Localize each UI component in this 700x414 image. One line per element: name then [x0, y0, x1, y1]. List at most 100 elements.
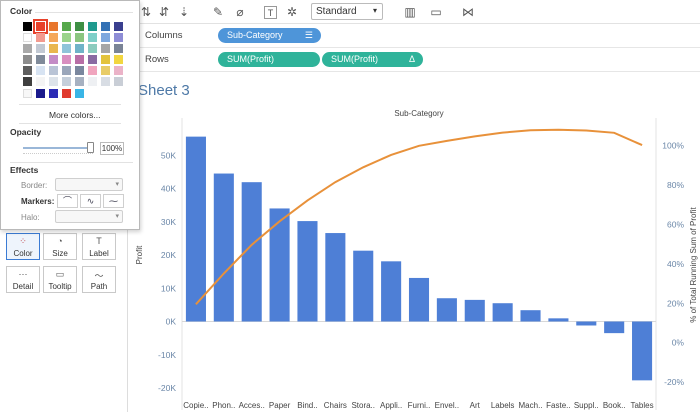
marks-card-label[interactable]: T Label: [82, 233, 116, 260]
sort-ascending-icon[interactable]: ⇅: [140, 5, 152, 19]
color-swatch[interactable]: [88, 66, 97, 75]
color-swatch[interactable]: [36, 55, 45, 64]
color-swatch[interactable]: [101, 22, 110, 31]
color-swatch[interactable]: [62, 44, 71, 53]
color-swatch[interactable]: [101, 77, 110, 86]
show-me-icon[interactable]: ▥: [404, 5, 416, 19]
bar-phon[interactable]: [213, 173, 234, 322]
sum-profit-table-calc-pill[interactable]: SUM(Profit) Δ: [322, 52, 423, 67]
color-swatch[interactable]: [49, 55, 58, 64]
recent-color-swatch[interactable]: [62, 89, 71, 98]
bar-acces[interactable]: [241, 182, 262, 322]
opacity-value-input[interactable]: 100%: [100, 142, 124, 155]
color-swatch[interactable]: [114, 44, 123, 53]
sort-descending-2-icon[interactable]: ⇣: [178, 5, 190, 19]
color-swatch[interactable]: [23, 33, 32, 42]
markers-some-button[interactable]: ∿: [80, 194, 101, 208]
bar-paper[interactable]: [269, 208, 290, 322]
color-swatch[interactable]: [62, 33, 71, 42]
pin-icon[interactable]: ✲: [286, 5, 298, 19]
color-swatch[interactable]: [101, 33, 110, 42]
color-swatch[interactable]: [114, 77, 123, 86]
share-icon[interactable]: ⋈: [462, 5, 474, 19]
recent-color-swatch[interactable]: [75, 89, 84, 98]
color-swatch[interactable]: [75, 33, 84, 42]
color-swatch[interactable]: [49, 44, 58, 53]
bar-tables[interactable]: [632, 321, 653, 381]
paperclip-icon[interactable]: ⌀: [236, 5, 244, 19]
bar-furni[interactable]: [408, 277, 430, 322]
color-swatch[interactable]: [75, 66, 84, 75]
more-colors-link[interactable]: More colors...: [49, 110, 101, 120]
color-swatch[interactable]: [114, 66, 123, 75]
marks-card-path[interactable]: 〜 Path: [82, 266, 116, 293]
color-swatch[interactable]: [114, 33, 123, 42]
sum-profit-pill[interactable]: SUM(Profit): [218, 52, 320, 67]
color-swatch[interactable]: [101, 55, 110, 64]
color-swatch[interactable]: [88, 77, 97, 86]
color-swatch[interactable]: [36, 33, 45, 42]
opacity-slider-handle[interactable]: [87, 142, 94, 153]
bar-envel[interactable]: [436, 298, 457, 322]
marks-card-detail[interactable]: ⋯ Detail: [6, 266, 40, 293]
recent-color-swatch[interactable]: [23, 89, 32, 98]
color-swatch[interactable]: [62, 55, 71, 64]
color-swatch[interactable]: [23, 66, 32, 75]
color-swatch-selected[interactable]: [33, 19, 48, 34]
color-swatch[interactable]: [75, 22, 84, 31]
bar-book[interactable]: [604, 321, 625, 334]
color-swatch[interactable]: [62, 22, 71, 31]
color-swatch[interactable]: [62, 77, 71, 86]
color-swatch[interactable]: [114, 55, 123, 64]
color-swatch[interactable]: [23, 44, 32, 53]
color-swatch[interactable]: [36, 77, 45, 86]
bar-faste[interactable]: [548, 318, 569, 322]
color-swatch[interactable]: [75, 55, 84, 64]
color-swatch[interactable]: [75, 77, 84, 86]
color-swatch[interactable]: [49, 22, 58, 31]
color-swatch[interactable]: [49, 77, 58, 86]
sub-category-pill[interactable]: Sub-Category ☰: [218, 28, 321, 43]
recent-color-swatch[interactable]: [49, 89, 58, 98]
color-swatch[interactable]: [88, 55, 97, 64]
marks-card-tooltip[interactable]: ▭ Tooltip: [43, 266, 77, 293]
columns-shelf[interactable]: Columns Sub-Category ☰: [140, 24, 700, 48]
color-swatch[interactable]: [101, 66, 110, 75]
sort-descending-icon[interactable]: ⇵: [158, 5, 170, 19]
bar-stora[interactable]: [353, 250, 374, 322]
color-swatch[interactable]: [88, 33, 97, 42]
color-swatch[interactable]: [49, 66, 58, 75]
halo-dropdown[interactable]: ▾: [55, 210, 123, 223]
bar-bind[interactable]: [297, 221, 318, 322]
bar-art[interactable]: [464, 299, 485, 322]
markers-none-button[interactable]: ⌒: [57, 194, 78, 208]
color-swatch[interactable]: [114, 22, 123, 31]
marks-card-color[interactable]: ⁘ Color: [6, 233, 40, 260]
color-swatch[interactable]: [36, 44, 45, 53]
color-swatch[interactable]: [88, 22, 97, 31]
bar-labels[interactable]: [492, 303, 513, 322]
fit-dropdown[interactable]: Standard ▾: [311, 3, 383, 20]
presentation-icon[interactable]: ▭: [430, 5, 442, 19]
color-swatch[interactable]: [23, 22, 32, 31]
color-swatch[interactable]: [62, 66, 71, 75]
color-swatch[interactable]: [88, 44, 97, 53]
recent-color-swatch[interactable]: [36, 89, 45, 98]
color-swatch[interactable]: [36, 66, 45, 75]
color-swatch[interactable]: [49, 33, 58, 42]
color-swatch[interactable]: [23, 55, 32, 64]
bar-copie[interactable]: [185, 136, 206, 322]
highlight-pen-icon[interactable]: ✎: [212, 5, 224, 19]
rows-shelf[interactable]: Rows SUM(Profit) SUM(Profit) Δ: [140, 48, 700, 72]
bar-appli[interactable]: [381, 261, 402, 322]
bar-suppl[interactable]: [576, 321, 597, 326]
border-dropdown[interactable]: ▾: [55, 178, 123, 191]
color-swatch[interactable]: [23, 77, 32, 86]
color-swatch[interactable]: [101, 44, 110, 53]
markers-all-button[interactable]: ⁓: [103, 194, 124, 208]
marks-card-size[interactable]: ◔ Size: [43, 233, 77, 260]
text-box-icon[interactable]: T: [264, 6, 277, 19]
color-swatch[interactable]: [75, 44, 84, 53]
bar-mach[interactable]: [520, 310, 541, 322]
bar-chairs[interactable]: [325, 233, 346, 322]
